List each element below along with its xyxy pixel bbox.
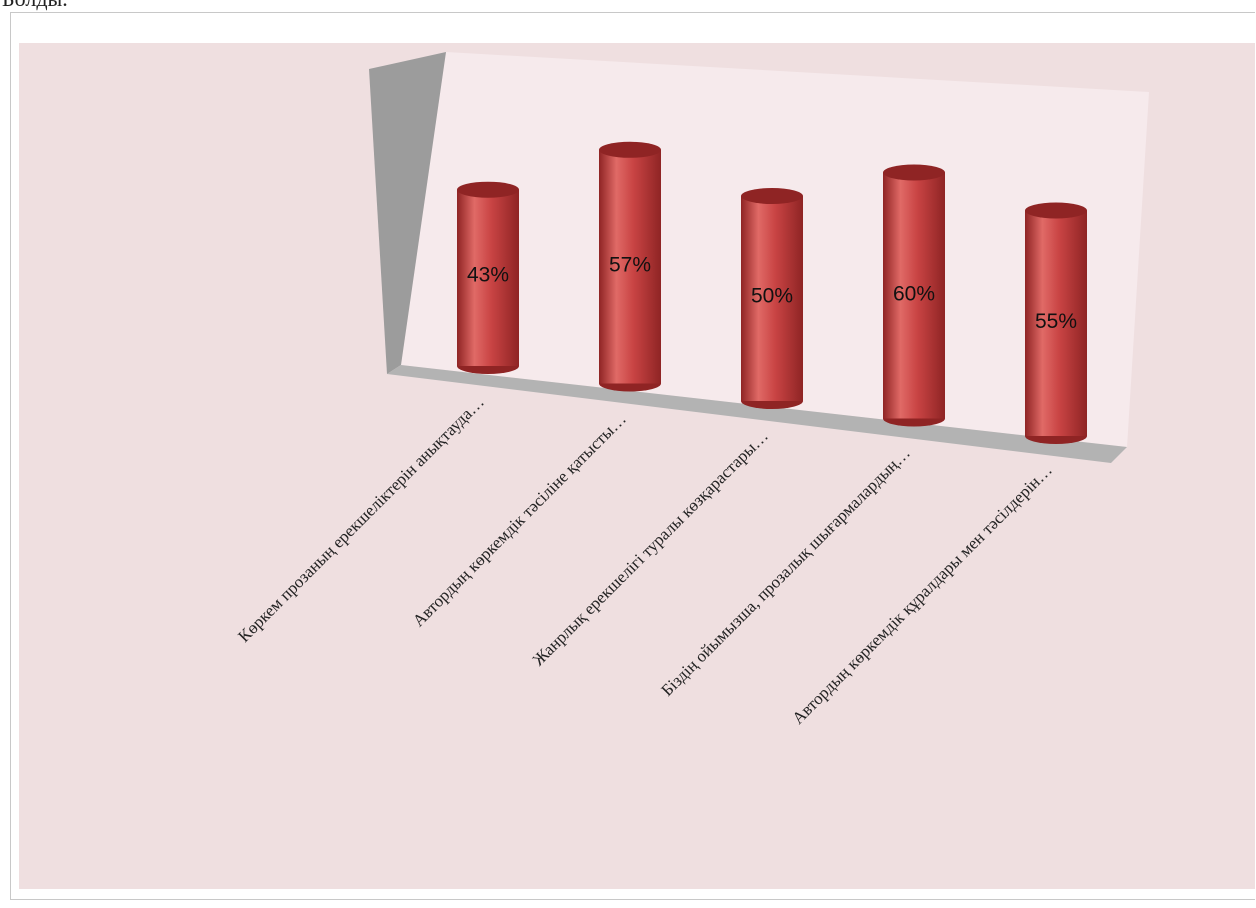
value-label-5: 55% [1035,310,1077,333]
cut-off-heading-text: Болды. [2,0,68,12]
floor [387,365,1127,463]
bar-4 [883,164,945,427]
chart-frame: 43% 57% 50% 60% 55% Көркем прозаның ерекшелі… [10,12,1255,900]
left-side-wall [369,52,446,374]
category-label-1: Көркем прозаның ерекшеліктерін анықтауда… [234,392,487,645]
chart-area: 43% 57% 50% 60% 55% Көркем прозаның ерекшелі… [19,43,1255,889]
category-label-5: Автордың көркемдік құралдары мен тәсілде… [788,460,1055,727]
bar-1 [457,181,519,374]
value-label-4: 60% [893,282,935,305]
value-label-1: 43% [467,263,509,286]
bar-3 [741,188,803,409]
category-labels-layer: Көркем прозаның ерекшеліктерін анықтауда… [234,392,1055,727]
bar-5 [1025,202,1087,444]
value-labels-layer: 43% 57% 50% 60% 55% [467,253,1077,332]
category-label-4: Біздің ойымызша, прозалық шығармалардың… [657,443,913,699]
value-label-3: 50% [751,285,793,308]
cylinder-bar-chart: 43% 57% 50% 60% 55% Көркем прозаның ерекшелі… [234,52,1149,728]
value-label-2: 57% [609,253,651,276]
bars-layer [457,141,1087,444]
bar-2 [599,141,661,392]
